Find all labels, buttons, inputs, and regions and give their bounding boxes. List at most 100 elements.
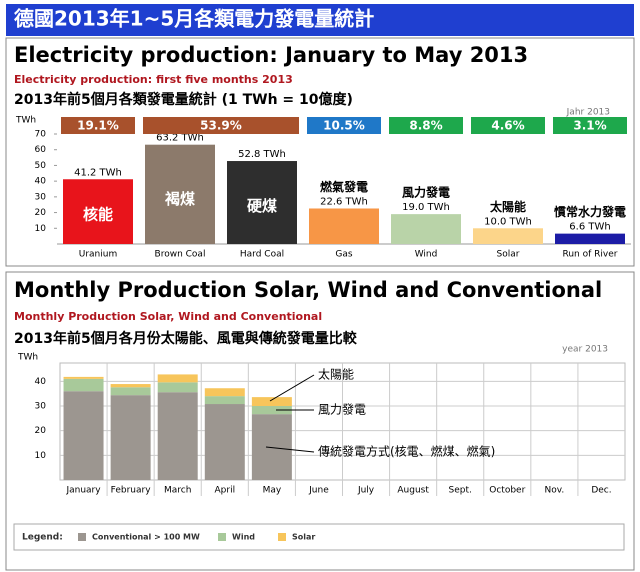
bar [473, 228, 543, 244]
y-tick-label: 30 [35, 192, 47, 202]
share-box [553, 117, 627, 134]
y-tick-label: 20 [35, 426, 47, 436]
chart-subtitle-zh: 2013年前5個月各月份太陽能、風電與傳統發電量比較 [14, 330, 358, 347]
chart-title: Monthly Production Solar, Wind and Conve… [14, 278, 602, 302]
bar-segment [110, 387, 151, 396]
value-label: 6.6 TWh [569, 222, 610, 233]
share-box [471, 117, 545, 134]
value-label: 19.0 TWh [402, 202, 450, 213]
share-box [389, 117, 463, 134]
y-tick-label: 50 [35, 161, 47, 171]
x-tick-label: October [489, 486, 525, 496]
bar-annotation: 風力發電 [402, 185, 450, 200]
bar-annotation: 燃氣發電 [320, 179, 368, 194]
banner: 德國2013年1~5月各類電力發電量統計 [14, 7, 374, 31]
share-box [143, 117, 299, 134]
banner-bg [6, 4, 634, 36]
bar [391, 214, 461, 244]
bar-segment [251, 414, 292, 480]
note: year 2013 [562, 345, 608, 355]
bar-segment [204, 396, 245, 405]
y-tick-label: 20 [35, 208, 47, 218]
panel-frame [5, 37, 635, 267]
x-tick-label: Dec. [591, 486, 611, 496]
chart-title: Electricity production: January to May 2… [14, 43, 528, 67]
bar [309, 208, 379, 244]
bar-segment [63, 376, 104, 379]
bar-annotation: 核能 [83, 205, 113, 223]
x-tick-label: February [111, 486, 152, 496]
bar-segment [63, 391, 104, 480]
y-tick-label: 30 [35, 402, 47, 412]
legend-title: Legend: [22, 533, 63, 543]
y-tick-label: 60 [35, 145, 47, 155]
bar-segment [157, 374, 198, 383]
share-label: 53.9% [200, 119, 242, 133]
annotation: 傳統發電方式(核電、燃煤、燃氣) [318, 444, 495, 459]
annotation: 風力發電 [318, 402, 366, 417]
y-tick-label: 10 [35, 224, 47, 234]
panel-frame [5, 271, 635, 571]
bar-segment [251, 397, 292, 406]
legend-box [13, 523, 625, 551]
y-axis-label: TWh [15, 116, 36, 126]
value-label: 41.2 TWh [74, 167, 122, 178]
share-label: 3.1% [573, 119, 606, 133]
x-tick-label: Uranium [79, 250, 117, 260]
value-label: 52.8 TWh [238, 149, 286, 160]
bar-annotation: 慣常水力發電 [553, 204, 626, 219]
x-tick-label: July [357, 486, 375, 496]
chart-subtitle: Electricity production: first five month… [14, 73, 293, 86]
value-label: 63.2 TWh [156, 133, 204, 144]
legend-swatch [278, 533, 286, 541]
legend-label: Conventional > 100 MW [92, 533, 200, 542]
x-tick-label: Brown Coal [155, 250, 206, 260]
chart-subtitle-zh: 2013年前5個月各類發電量統計 (1 TWh = 10億度) [14, 91, 353, 108]
bar-segment [157, 382, 198, 393]
share-box [307, 117, 381, 134]
value-label: 10.0 TWh [484, 216, 532, 227]
legend-label: Solar [292, 533, 315, 542]
x-tick-label: Run of River [563, 250, 618, 260]
share-label: 4.6% [491, 119, 524, 133]
bar-annotation: 太陽能 [490, 199, 526, 214]
bar-segment [110, 384, 151, 388]
legend-label: Wind [232, 533, 255, 542]
annotation: 太陽能 [318, 367, 354, 382]
x-tick-label: June [308, 486, 329, 496]
bar-annotation: 硬煤 [247, 197, 277, 215]
y-tick-label: 40 [35, 177, 47, 187]
x-tick-label: May [263, 486, 282, 496]
share-label: 10.5% [323, 119, 365, 133]
value-label: 22.6 TWh [320, 196, 368, 207]
bar-segment [204, 404, 245, 480]
note: Jahr 2013 [566, 108, 610, 118]
y-tick-label: 10 [35, 451, 47, 461]
bar [227, 161, 297, 244]
x-tick-label: Gas [335, 250, 352, 260]
legend-swatch [218, 533, 226, 541]
bar [63, 179, 133, 244]
bar-annotation: 褐煤 [164, 190, 195, 208]
x-tick-label: April [215, 486, 236, 496]
y-tick-label: 40 [35, 377, 47, 387]
x-tick-label: Nov. [545, 486, 565, 496]
x-tick-label: March [164, 486, 191, 496]
x-tick-label: Solar [497, 250, 520, 260]
share-label: 8.8% [409, 119, 442, 133]
bar-segment [251, 406, 292, 415]
bar-segment [63, 378, 104, 392]
y-axis-label: TWh [17, 353, 38, 363]
x-tick-label: Sept. [449, 486, 472, 496]
bar-segment [157, 392, 198, 480]
x-tick-label: Wind [415, 250, 438, 260]
annotation-arrow [265, 446, 315, 453]
bar-segment [110, 395, 151, 480]
annotation-arrow [269, 374, 315, 402]
bar [145, 144, 215, 244]
bar [555, 233, 625, 244]
share-label: 19.1% [77, 119, 119, 133]
share-box [61, 117, 135, 134]
bar-segment [204, 388, 245, 397]
